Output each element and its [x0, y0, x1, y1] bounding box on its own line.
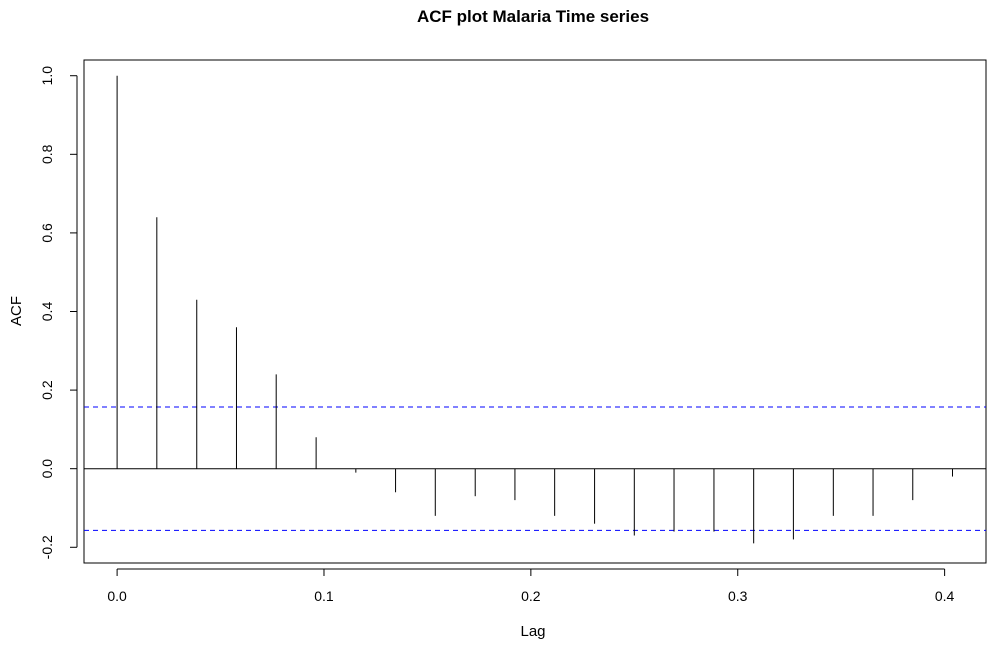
- y-tick-label: 0.8: [39, 144, 55, 164]
- x-tick-label: 0.3: [728, 588, 748, 604]
- x-tick-label: 0.2: [521, 588, 541, 604]
- y-axis-label: ACF: [8, 296, 25, 326]
- y-tick-label: 0.6: [39, 223, 55, 243]
- plot-frame: [83, 59, 987, 564]
- y-tick-label: 0.0: [39, 459, 55, 479]
- y-tick-label: -0.2: [39, 535, 55, 559]
- y-tick-label: 0.2: [39, 380, 55, 400]
- x-tick-label: 0.0: [107, 588, 127, 604]
- chart-title: ACF plot Malaria Time series: [417, 7, 649, 26]
- x-tick-label: 0.4: [935, 588, 955, 604]
- x-tick-label: 0.1: [314, 588, 334, 604]
- y-tick-label: 0.4: [39, 302, 55, 322]
- x-axis-label: Lag: [520, 623, 545, 640]
- y-tick-label: 1.0: [39, 66, 55, 86]
